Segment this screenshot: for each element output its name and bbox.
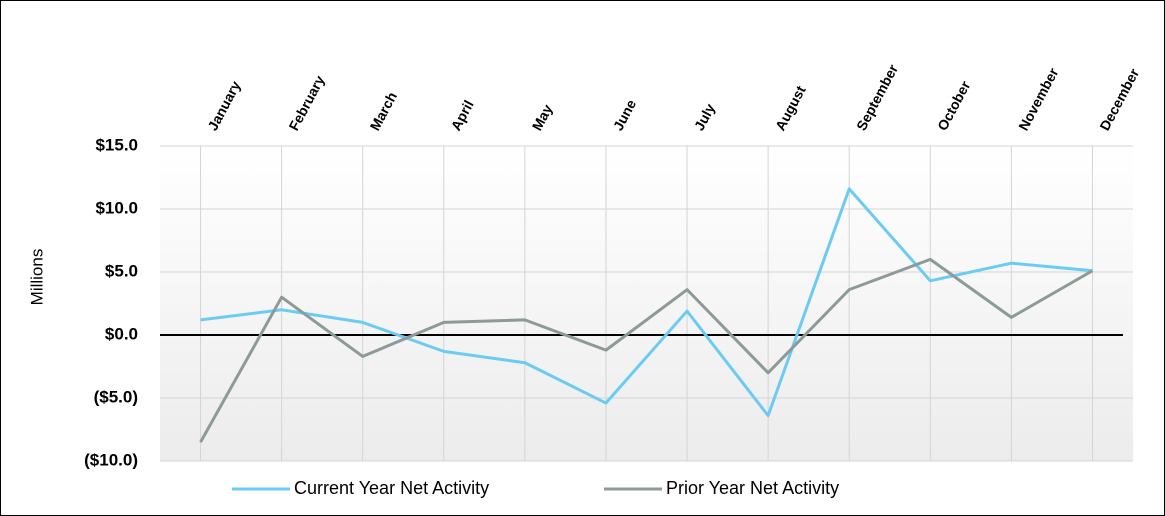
y-axis-label: Millions	[27, 249, 46, 306]
y-tick-label: ($10.0)	[84, 450, 138, 469]
legend-label: Current Year Net Activity	[294, 478, 489, 498]
y-tick-label: $10.0	[95, 198, 138, 217]
plot-background	[160, 146, 1133, 461]
y-tick-label: $15.0	[95, 135, 138, 154]
series-line	[199, 257, 1094, 443]
y-tick-label: $0.0	[105, 324, 138, 343]
legend-label: Prior Year Net Activity	[666, 478, 839, 498]
series-line	[200, 187, 1093, 418]
y-tick-label: $5.0	[105, 261, 138, 280]
y-tick-label: ($5.0)	[94, 387, 138, 406]
